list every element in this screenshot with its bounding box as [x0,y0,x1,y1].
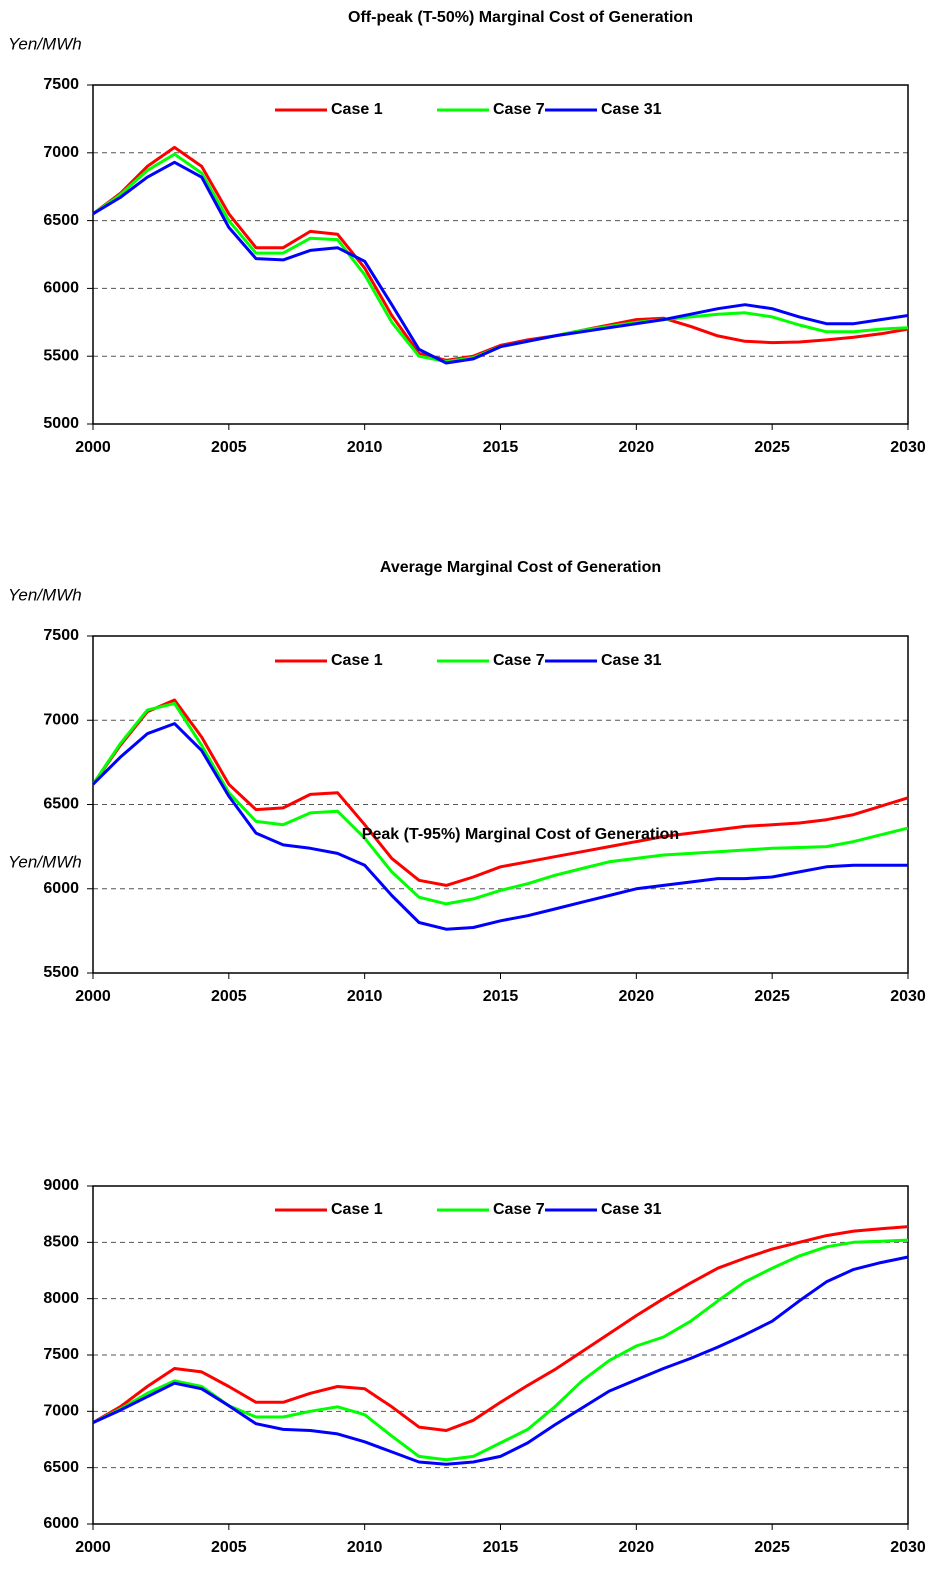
series-line [92,160,909,365]
x-tick-label: 2000 [75,1539,111,1556]
y-tick-label: 6500 [43,212,79,229]
y-tick-label: 8000 [43,1290,79,1307]
legend-label: Case 7 [493,652,545,669]
legend-label: Case 7 [493,101,545,118]
chart-title: Off-peak (T-50%) Marginal Cost of Genera… [348,9,693,26]
x-tick-label: 2005 [211,439,247,456]
plot-frame [92,635,909,974]
y-tick-label: 6500 [43,1459,79,1476]
legend-label: Case 1 [331,652,383,669]
legend-label: Case 1 [331,101,383,118]
x-tick-label: 2010 [347,439,383,456]
legend-label: Case 31 [601,1201,662,1218]
series-line [92,1238,909,1462]
series-line [91,698,909,887]
x-tick-label: 2030 [890,1539,926,1556]
y-axis-label: Yen/MWh [8,852,82,871]
x-tick-label: 2005 [211,1539,247,1556]
y-axis-label: Yen/MWh [8,585,82,604]
x-tick-label: 2030 [890,988,926,1005]
x-tick-label: 2010 [347,1539,383,1556]
x-tick-label: 2015 [483,988,519,1005]
y-tick-label: 7000 [43,711,79,728]
x-tick-label: 2000 [75,439,111,456]
x-tick-label: 2005 [211,988,247,1005]
y-tick-label: 9000 [43,1177,79,1194]
x-tick-label: 2010 [347,988,383,1005]
y-tick-label: 7000 [43,144,79,161]
y-tick-label: 5000 [43,415,79,432]
legend-label: Case 31 [601,652,662,669]
series-line [92,1225,909,1432]
chart-title: Average Marginal Cost of Generation [380,559,661,576]
y-tick-label: 7500 [43,1346,79,1363]
x-tick-label: 2020 [619,988,655,1005]
plot-frame [92,1185,909,1525]
x-tick-label: 2025 [754,439,790,456]
x-tick-label: 2025 [754,1539,790,1556]
y-tick-label: 6000 [43,280,79,297]
plot-frame [92,84,909,425]
x-tick-label: 2015 [483,439,519,456]
x-tick-label: 2000 [75,988,111,1005]
series-line [92,1255,909,1466]
y-tick-label: 5500 [43,964,79,981]
x-tick-label: 2020 [619,1539,655,1556]
series-line [92,152,909,364]
series-line [92,145,909,362]
legend-label: Case 31 [601,101,662,118]
y-tick-label: 5500 [43,347,79,364]
y-tick-label: 6000 [43,880,79,897]
series-line [91,701,909,906]
series-line [91,722,908,931]
y-tick-label: 8500 [43,1234,79,1251]
x-tick-label: 2020 [619,439,655,456]
legend-label: Case 7 [493,1201,545,1218]
y-axis-label: Yen/MWh [8,34,82,53]
x-tick-label: 2025 [754,988,790,1005]
y-tick-label: 7500 [43,627,79,644]
y-tick-label: 7000 [43,1403,79,1420]
x-tick-label: 2015 [483,1539,519,1556]
y-tick-label: 6500 [43,796,79,813]
y-tick-label: 7500 [43,76,79,93]
x-tick-label: 2030 [890,439,926,456]
y-tick-label: 6000 [43,1515,79,1532]
chart-title: Peak (T-95%) Marginal Cost of Generation [362,826,679,843]
legend-label: Case 1 [331,1201,383,1218]
